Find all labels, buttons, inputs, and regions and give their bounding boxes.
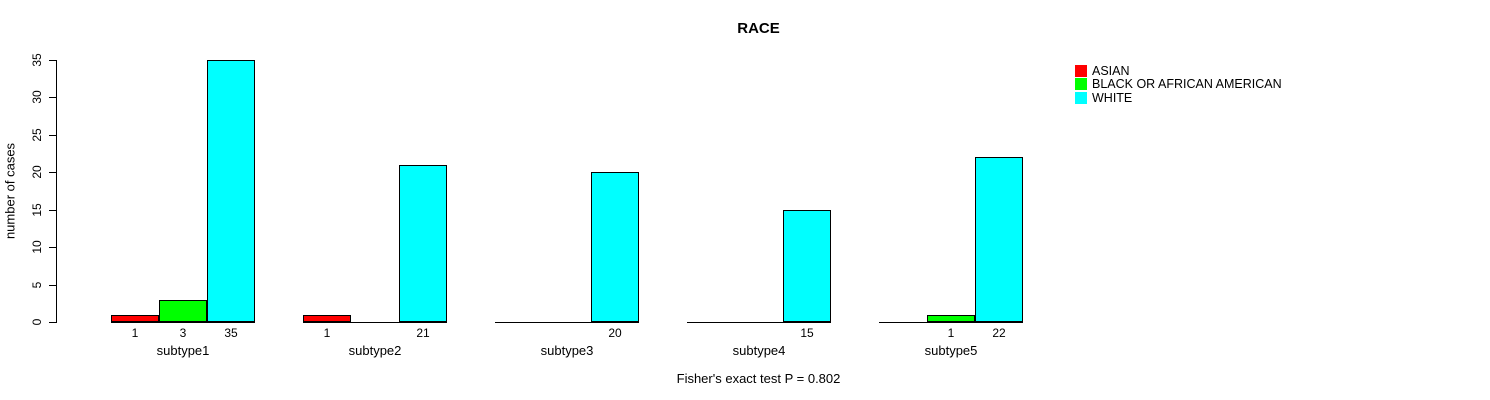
- y-tick-label: 10: [30, 240, 44, 254]
- bar-value-label: 15: [800, 326, 814, 340]
- y-tick: [49, 322, 56, 323]
- category-label-subtype3: subtype3: [540, 343, 594, 358]
- y-tick-label: 0: [30, 318, 44, 326]
- bar-value-label: 1: [131, 326, 139, 340]
- bar-value-label: 1: [323, 326, 331, 340]
- zero-baseline: [303, 322, 447, 323]
- y-axis-line: [56, 59, 57, 323]
- category-label-subtype4: subtype4: [732, 343, 786, 358]
- zero-baseline: [495, 322, 639, 323]
- bar-white-subtype3: [591, 172, 639, 322]
- y-tick-label: 30: [30, 90, 44, 104]
- zero-baseline: [879, 322, 1023, 323]
- chart-title: RACE: [737, 20, 780, 37]
- y-tick: [49, 209, 56, 211]
- bar-asian-subtype1: [111, 314, 159, 322]
- bar-value-label: 3: [179, 326, 187, 340]
- zero-baseline: [687, 322, 831, 323]
- legend-item: WHITE: [1075, 91, 1282, 105]
- y-tick-label: 25: [30, 127, 44, 142]
- zero-baseline: [111, 322, 255, 323]
- legend-label: WHITE: [1092, 90, 1133, 105]
- bar-value-label: 22: [992, 326, 1006, 340]
- legend: ASIAN BLACK OR AFRICAN AMERICAN WHITE: [1075, 64, 1282, 105]
- category-label-subtype5: subtype5: [924, 343, 978, 358]
- legend-item: BLACK OR AFRICAN AMERICAN: [1075, 77, 1282, 92]
- y-tick-label: 35: [30, 52, 44, 67]
- legend-item: ASIAN: [1075, 64, 1282, 78]
- bar-white-subtype2: [399, 164, 447, 322]
- y-tick: [49, 134, 56, 136]
- legend-swatch-icon: [1075, 91, 1087, 104]
- bar-black-or-african-american-subtype5: [927, 314, 975, 322]
- y-tick-label: 5: [30, 281, 44, 288]
- y-axis-label: number of cases: [2, 142, 18, 240]
- y-tick: [49, 172, 56, 173]
- bar-black-or-african-american-subtype1: [159, 299, 207, 322]
- bar-asian-subtype2: [303, 314, 351, 322]
- bar-value-label: 35: [224, 326, 238, 340]
- bar-value-label: 20: [608, 326, 622, 340]
- legend-label: BLACK OR AFRICAN AMERICAN: [1092, 77, 1282, 92]
- y-tick: [49, 59, 56, 61]
- y-tick: [49, 97, 56, 98]
- category-label-subtype1: subtype1: [156, 343, 210, 358]
- y-tick: [49, 284, 56, 286]
- bar-white-subtype4: [783, 209, 831, 322]
- category-label-subtype2: subtype2: [348, 343, 402, 358]
- bar-value-label: 21: [416, 326, 430, 340]
- legend-swatch-icon: [1075, 78, 1087, 91]
- stat-test-annotation: Fisher's exact test P = 0.802: [676, 371, 841, 386]
- legend-swatch-icon: [1075, 64, 1087, 77]
- bar-white-subtype1: [207, 59, 255, 322]
- y-tick: [49, 247, 56, 248]
- bar-value-label: 1: [947, 326, 955, 340]
- y-tick-label: 15: [30, 202, 44, 217]
- y-tick-label: 20: [30, 165, 44, 179]
- legend-label: ASIAN: [1092, 63, 1130, 78]
- bar-white-subtype5: [975, 157, 1023, 322]
